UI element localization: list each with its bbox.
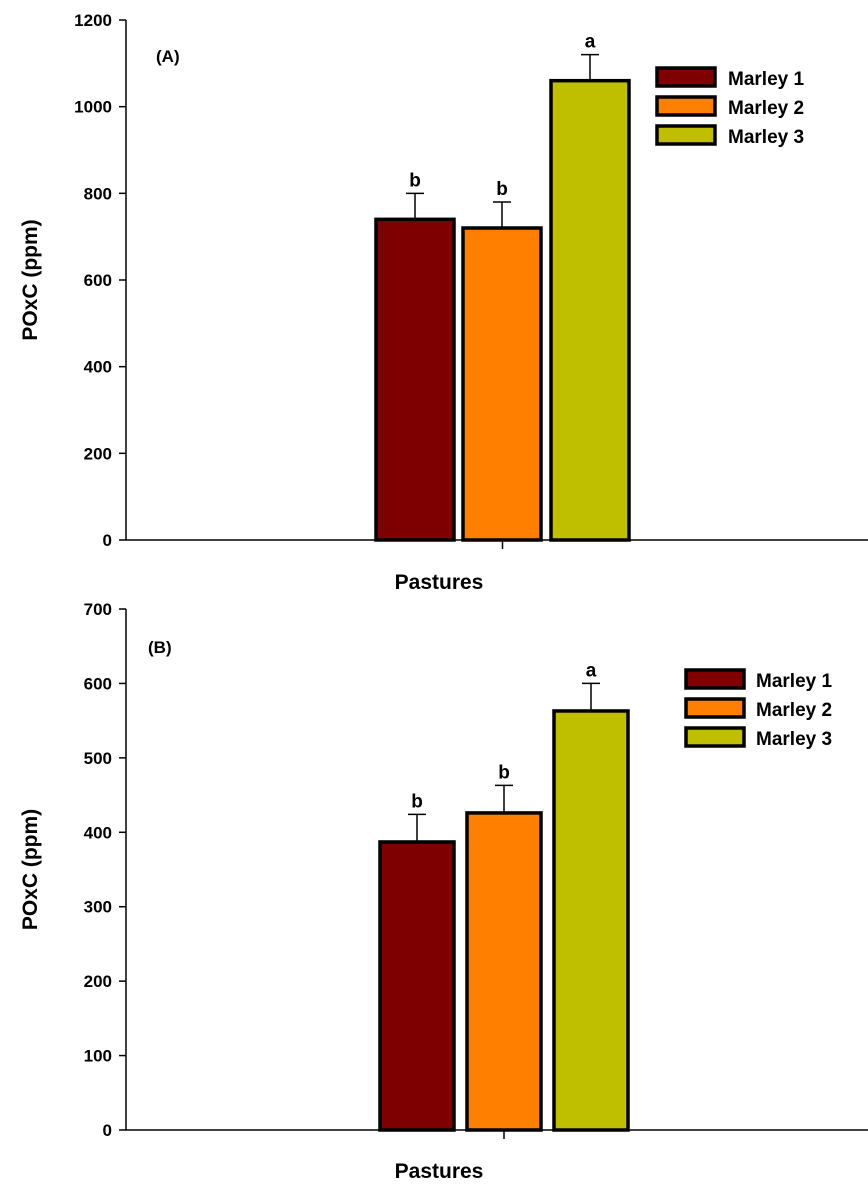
significance-letter: a [585, 32, 596, 53]
legend-swatch [655, 66, 717, 88]
y-tick-label: 400 [84, 358, 112, 377]
legend-label: Marley 2 [756, 700, 832, 721]
significance-letter: b [411, 791, 423, 812]
x-axis-title: Pastures [395, 1160, 484, 1183]
legend-label: Marley 1 [728, 69, 804, 90]
legend-label: Marley 3 [728, 127, 804, 148]
significance-letter: b [498, 762, 510, 783]
y-tick-label: 500 [84, 749, 112, 768]
legend-swatch [684, 697, 746, 719]
y-tick-label: 600 [84, 271, 112, 290]
panel-label: (A) [156, 47, 180, 66]
legend-swatch [655, 124, 717, 146]
significance-letter: a [586, 660, 597, 681]
x-axis-title: Pastures [395, 571, 484, 594]
bar-3 [552, 709, 630, 1132]
y-tick-label: 700 [84, 600, 112, 619]
y-tick-label: 200 [84, 972, 112, 991]
y-tick-label: 800 [84, 184, 112, 203]
significance-letter: b [496, 179, 508, 200]
y-tick-label: 0 [103, 531, 112, 550]
significance-letter: b [409, 170, 421, 191]
y-tick-label: 600 [84, 674, 112, 693]
legend-label: Marley 3 [756, 729, 832, 750]
bar-1 [378, 840, 456, 1132]
legend-swatch [684, 726, 746, 748]
legend-swatch [684, 668, 746, 690]
legend-label: Marley 1 [756, 671, 832, 692]
bar-3 [549, 78, 631, 542]
y-tick-label: 100 [84, 1047, 112, 1066]
legend-label: Marley 2 [728, 98, 804, 119]
y-tick-label: 200 [84, 444, 112, 463]
bar-2 [461, 226, 543, 542]
y-tick-label: 300 [84, 898, 112, 917]
y-tick-label: 1200 [74, 11, 112, 30]
y-axis-title: POxC (ppm) [19, 809, 42, 930]
bar-2 [465, 811, 543, 1132]
y-tick-label: 400 [84, 823, 112, 842]
y-tick-label: 0 [103, 1121, 112, 1140]
bar-1 [374, 217, 456, 542]
legend-swatch [655, 95, 717, 117]
y-axis-title: POxC (ppm) [19, 219, 42, 340]
y-tick-label: 1000 [74, 98, 112, 117]
panel-label: (B) [148, 638, 172, 657]
